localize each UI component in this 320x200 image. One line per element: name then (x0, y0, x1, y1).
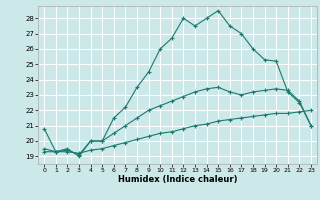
X-axis label: Humidex (Indice chaleur): Humidex (Indice chaleur) (118, 175, 237, 184)
